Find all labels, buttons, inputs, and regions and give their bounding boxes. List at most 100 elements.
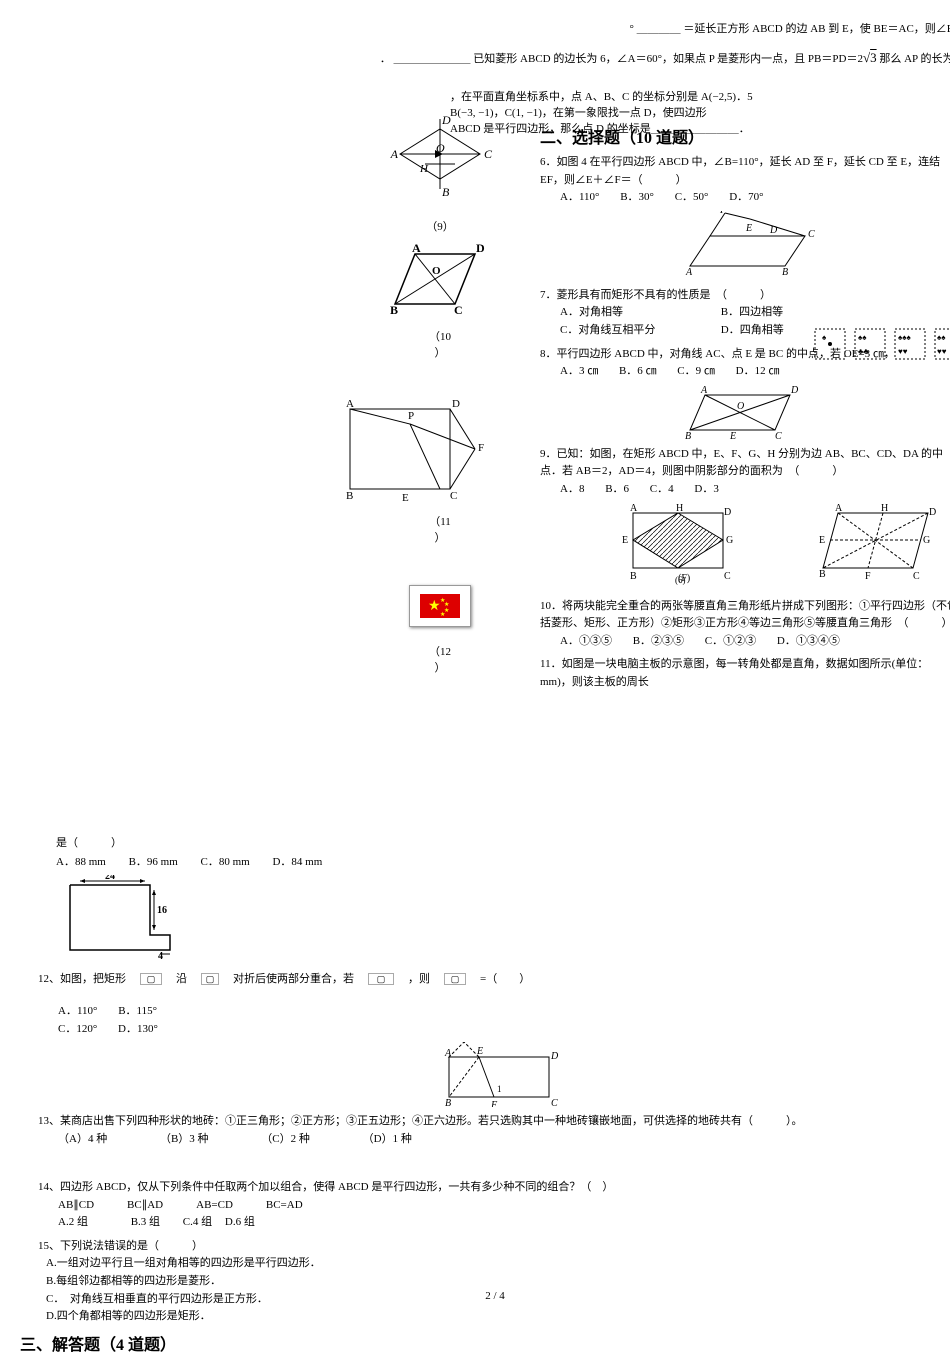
fig9-label: （9） (360, 218, 520, 234)
q10: 10．将两块能完全重合的两张等腰直角三角形纸片拼成下列图形：①平行四边形（不包括… (540, 598, 950, 651)
svg-text:D: D (476, 244, 485, 255)
blank-icon: ▢ (444, 973, 467, 985)
svg-text:C: C (454, 303, 463, 317)
q4-post: 那么 AP 的长为．4 (877, 53, 950, 65)
q4-pre: ． ＿＿＿＿＿＿＿ 已知菱形 ABCD 的边长为 6，∠A＝60°，如果点 P … (380, 53, 863, 65)
svg-text:G: G (923, 535, 930, 546)
q6: 6．如图 4 在平行四边形 ABCD 中，∠B=110°，延长 AD 至 F，延… (540, 154, 950, 281)
svg-text:A: A (390, 147, 399, 161)
q14-conds: AB∥CD BC∥AD AB=CD BC=AD (58, 1197, 950, 1215)
blank-icon: ▢ (201, 973, 220, 985)
q8-C: C．9 ㎝ (677, 363, 715, 381)
questions-6to11: 二、选择题（10 道题） 6．如图 4 在平行四边形 ABCD 中，∠B=110… (540, 120, 950, 698)
q4-text: ． ＿＿＿＿＿＿＿ 已知菱形 ABCD 的边长为 6，∠A＝60°，如果点 P … (350, 50, 950, 66)
svg-text:E: E (622, 535, 628, 546)
q9-stem: 9．已知：如图，在矩形 ABCD 中，E、F、G、H 分别为边 AB、BC、CD… (540, 448, 943, 478)
svg-text:A: A (412, 244, 421, 255)
q9-C: C．4 (650, 481, 674, 499)
svg-text:O: O (737, 401, 744, 412)
top-fill-area: ° ＿＿＿＿ ＝延长正方形 ABCD 的边 AB 到 E，使 BE＝AC，则∠E… (20, 20, 950, 120)
svg-text:E: E (819, 535, 825, 546)
questions-11to15: 是（ ） A．88 mm B．96 mm C．80 mm D．84 mm 24 … (20, 834, 950, 1359)
section2-title: 二、选择题（10 道题） (540, 124, 950, 148)
q14-A: A.2 组 (58, 1214, 88, 1232)
svg-text:★: ★ (428, 599, 441, 614)
q6-C: C．50° (675, 189, 709, 207)
q9-B: B．6 (605, 481, 629, 499)
q15-stem: 15、下列说法错误的是（ ） (38, 1240, 203, 1252)
dim-24: 24 (105, 875, 115, 882)
figure-motherboard: 24 16 4 (60, 875, 200, 965)
svg-text:A: A (444, 1048, 452, 1059)
svg-text:C: C (551, 1098, 558, 1107)
svg-text:♠♠: ♠♠ (858, 333, 867, 342)
q10-C: C．①②③ (705, 633, 756, 651)
svg-text:♠♠♠: ♠♠♠ (898, 333, 912, 342)
q7-C: C．对角线互相平分 (560, 322, 700, 340)
dim-4: 4 (158, 951, 163, 962)
page: ° ＿＿＿＿ ＝延长正方形 ABCD 的边 AB 到 E，使 BE＝AC，则∠E… (20, 20, 950, 649)
q10-stem: 10．将两块能完全重合的两张等腰直角三角形纸片拼成下列图形：①平行四边形（不包括… (540, 600, 950, 630)
figure-column: A C O D B H （9） A D B C O （10 ） (360, 110, 520, 685)
fig10-label: （10 ） (360, 328, 520, 360)
q14-D: D.6 组 (225, 1214, 255, 1232)
q15-A: A.一组对边平行且一组对角相等的四边形是平行四边形． (46, 1255, 950, 1273)
svg-text:♥♥: ♥♥ (898, 347, 908, 356)
q8-B: B．6 ㎝ (619, 363, 657, 381)
svg-text:P: P (408, 410, 414, 422)
fig6-label: (6) (675, 575, 686, 585)
figure-q12: A E D B F C 1 (439, 1042, 569, 1107)
svg-text:A: A (835, 503, 843, 514)
figure-9: A C O D B H (380, 114, 500, 214)
svg-text:♥♥: ♥♥ (937, 347, 947, 356)
svg-text:B: B (685, 431, 691, 440)
svg-text:B: B (630, 571, 637, 582)
q12-c: 对折后使两部分重合，若 (222, 973, 365, 985)
q11-B: B．96 mm (129, 856, 178, 868)
q12-A: A．110° (58, 1003, 97, 1021)
q13-stem: 13、某商店出售下列四种形状的地砖：①正三角形；②正方形；③正五边形；④正六边形… (38, 1115, 803, 1127)
svg-text:E: E (729, 431, 736, 440)
section3-title: 三、解答题（4 道题） (20, 1332, 950, 1359)
q6-B: B．30° (620, 189, 654, 207)
svg-text:C: C (724, 571, 731, 582)
q13-C: （C）2 种 (261, 1131, 310, 1149)
svg-text:C: C (775, 431, 782, 440)
svg-text:A: A (685, 267, 693, 278)
svg-text:H: H (881, 503, 888, 514)
q6-stem: 6．如图 4 在平行四边形 ABCD 中，∠B=110°，延长 AD 至 F，延… (540, 156, 940, 186)
svg-text:A: A (630, 503, 638, 514)
q3-text: ° ＿＿＿＿ ＝延长正方形 ABCD 的边 AB 到 E，使 BE＝AC，则∠E… (420, 20, 950, 36)
fig12-label: （12 ） (360, 643, 520, 675)
svg-text:B: B (346, 490, 353, 502)
svg-text:F: F (478, 442, 484, 454)
blank-icon: ▢ (140, 973, 163, 985)
q7-D: D．四角相等 (721, 322, 784, 340)
figure-q8: A D B C E O (685, 385, 815, 440)
q15-B: B.每组邻边都相等的四边形是菱形． (46, 1273, 950, 1291)
svg-text:C: C (484, 147, 493, 161)
svg-text:♣♣: ♣♣ (858, 347, 869, 356)
q6-D: D．70° (729, 189, 763, 207)
q15-D: D.四个角都相等的四边形是矩形． (46, 1308, 950, 1326)
svg-text:B: B (390, 303, 398, 317)
svg-text:D: D (441, 114, 451, 127)
q7-B: B．四边相等 (721, 304, 783, 322)
q12-b: 沿 (165, 973, 198, 985)
q8-D: D．12 ㎝ (736, 363, 780, 381)
dim-16: 16 (157, 905, 167, 916)
figure-q9a: AHD EG B(F)C (6) (618, 503, 738, 588)
q9: 9．已知：如图，在矩形 ABCD 中，E、F、G、H 分别为边 AB、BC、CD… (540, 446, 950, 592)
q8-A: A．3 ㎝ (560, 363, 598, 381)
svg-text:D: D (769, 225, 778, 236)
svg-text:D: D (929, 507, 936, 518)
svg-text:D: D (452, 398, 460, 410)
svg-text:B: B (445, 1098, 451, 1107)
q7-A: A．对角相等 (560, 304, 700, 322)
q10-D: D．①③④⑤ (777, 633, 840, 651)
q14-stem: 14、四边形 ABCD，仅从下列条件中任取两个加以组合，使得 ABCD 是平行四… (38, 1181, 613, 1193)
svg-text:D: D (724, 507, 731, 518)
svg-text:D: D (790, 385, 799, 396)
q13-A: （A）4 种 (58, 1131, 107, 1149)
svg-text:O: O (432, 265, 441, 277)
